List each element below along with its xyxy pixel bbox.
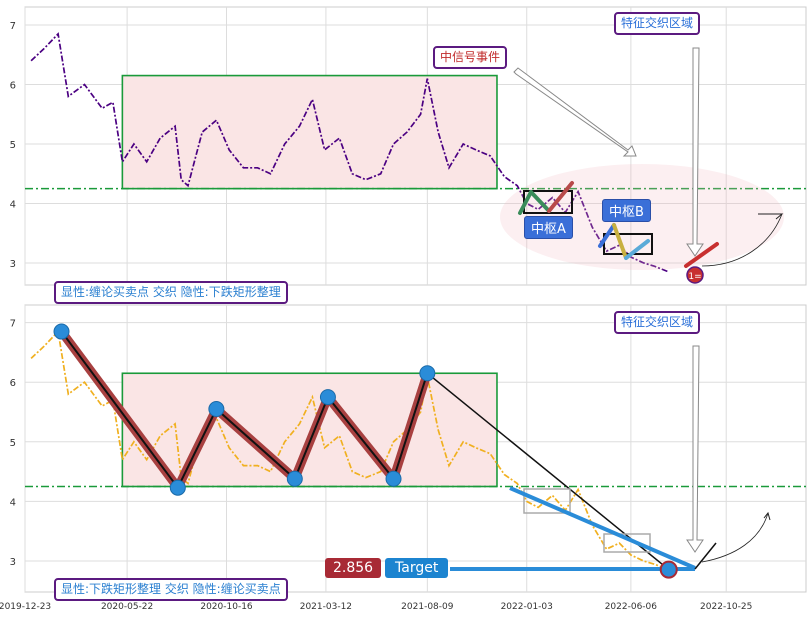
curve-arrow-bottom — [701, 512, 769, 563]
zigzag-stroke — [612, 223, 628, 260]
pivot-stroke-inner — [392, 372, 429, 480]
pivot-dot — [286, 470, 303, 487]
end-marker-label: 1= — [688, 272, 701, 282]
pivot-a-label: 中枢A — [524, 216, 573, 239]
price-badge: 2.856 — [325, 558, 382, 578]
pivot-dot — [419, 365, 436, 382]
trend-arrow — [509, 486, 696, 570]
zigzag-stroke — [518, 190, 533, 215]
mini-box-a — [523, 488, 571, 514]
x-tick-label: 2021-08-09 — [401, 602, 454, 612]
pivot-dot — [319, 389, 336, 406]
zigzag-stroke — [684, 242, 719, 268]
end-marker-dot — [686, 266, 704, 284]
caption-bottom: 显性:下跌矩形整理 交织 隐性:缠论买卖点 — [54, 578, 288, 601]
pivot-stroke-inner — [176, 408, 218, 489]
pivot-dot — [169, 479, 186, 496]
y-tick-label: 5 — [10, 140, 16, 151]
caption-top: 显性:缠论买卖点 交织 隐性:下跌矩形整理 — [54, 281, 288, 304]
pivot-dot — [208, 401, 225, 418]
x-tick-label: 2020-05-22 — [101, 602, 153, 612]
target-badge: Target — [385, 558, 449, 578]
consolidation-rectangle — [121, 74, 498, 190]
pivot-stroke-inner — [60, 330, 179, 489]
curve-arrow-head-top — [758, 213, 784, 220]
curve-arrow-head-bottom — [763, 511, 771, 521]
pivot-dot — [53, 323, 70, 340]
signal-arrow — [513, 67, 637, 157]
bounce-stroke — [694, 542, 717, 570]
curve-arrow-top — [701, 213, 783, 267]
target-dot — [659, 560, 678, 579]
y-tick-label: 6 — [10, 378, 16, 389]
x-tick-label: 2021-03-12 — [300, 602, 352, 612]
y-tick-label: 3 — [10, 557, 16, 568]
mini-box-b — [603, 533, 651, 553]
y-tick-label: 7 — [10, 21, 16, 32]
final-down-stroke — [426, 372, 670, 571]
x-tick-label: 2020-10-16 — [200, 602, 253, 612]
region-arrow-bottom — [686, 345, 704, 553]
x-tick-label: 2022-01-03 — [501, 602, 553, 612]
x-tick-label: 2022-06-06 — [605, 602, 658, 612]
zigzag-stroke — [624, 239, 650, 260]
pivot-b-label: 中枢B — [602, 199, 651, 222]
zigzag-stroke — [547, 181, 574, 213]
region-arrow-top — [686, 47, 704, 257]
y-tick-label: 4 — [10, 200, 16, 211]
consolidation-rectangle — [121, 372, 498, 488]
zigzag-stroke — [598, 223, 616, 248]
y-tick-label: 6 — [10, 81, 16, 92]
pivot-dot — [385, 470, 402, 487]
y-tick-label: 5 — [10, 438, 16, 449]
y-tick-label: 3 — [10, 259, 16, 270]
price-series-bottom — [30, 329, 670, 571]
pivot-stroke-inner — [327, 396, 395, 480]
annotation-feature-region-top: 特征交织区域 — [614, 12, 701, 35]
annotation-signal-event: 中信号事件 — [433, 46, 508, 69]
price-series-top — [30, 32, 670, 273]
zigzag-stroke — [529, 190, 551, 213]
y-tick-label: 7 — [10, 319, 16, 330]
x-tick-label: 2022-10-25 — [700, 602, 752, 612]
pivot-stroke-inner — [215, 408, 296, 480]
y-tick-label: 4 — [10, 497, 16, 508]
x-tick-label: 2019-12-23 — [0, 602, 51, 612]
pivot-stroke-inner — [293, 396, 329, 480]
annotation-feature-region-bottom: 特征交织区域 — [614, 311, 701, 334]
